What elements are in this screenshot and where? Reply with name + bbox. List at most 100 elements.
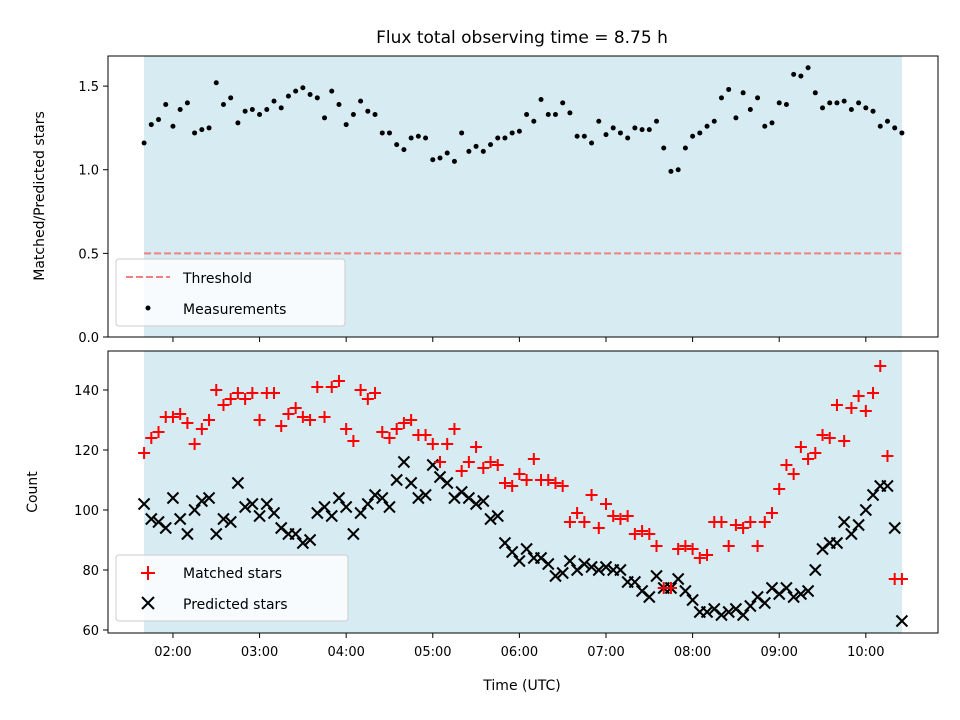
predicted-star-marker xyxy=(195,494,209,508)
predicted-star-marker xyxy=(390,473,403,487)
measurement-point xyxy=(278,105,284,111)
matched-star-marker xyxy=(188,438,201,450)
legend-bottom: Matched stars Predicted stars xyxy=(115,554,349,622)
x-tick-label: 10:00 xyxy=(847,645,884,660)
matched-star-marker xyxy=(722,540,735,552)
matched-star-marker xyxy=(166,411,179,423)
matched-star-marker xyxy=(874,360,887,372)
matched-star-marker xyxy=(390,423,403,435)
measurement-point xyxy=(560,100,566,106)
measurement-point xyxy=(783,102,789,108)
measurement-point xyxy=(192,130,198,136)
predicted-star-marker xyxy=(419,488,432,502)
measurement-point xyxy=(704,123,710,129)
predicted-star-marker xyxy=(173,512,187,526)
predicted-star-marker xyxy=(361,497,375,511)
measurement-point xyxy=(639,127,645,133)
matched-star-marker xyxy=(181,417,194,429)
measurement-point xyxy=(300,85,306,91)
x-tick-label: 06:00 xyxy=(501,645,538,660)
matched-star-marker xyxy=(217,399,230,411)
predicted-star-marker xyxy=(332,491,346,505)
chart-title: Flux total observing time = 8.75 h xyxy=(376,28,668,48)
measurement-point xyxy=(293,88,299,94)
x-tick-label: 05:00 xyxy=(414,645,451,660)
legend-measurements-label: Measurements xyxy=(183,302,286,318)
matched-star-marker xyxy=(628,528,641,540)
measurement-point xyxy=(675,167,681,173)
measurement-point xyxy=(206,125,212,131)
predicted-star-marker xyxy=(758,596,771,610)
predicted-star-marker xyxy=(224,515,237,529)
panel-ratio: 0.0 0.5 1.0 1.5 Matched/Predicted stars Thr… xyxy=(32,55,939,346)
matched-star-marker xyxy=(664,582,677,594)
predicted-star-markers xyxy=(137,455,909,628)
measurement-point xyxy=(603,132,609,138)
x-axis-ticks-top xyxy=(172,337,867,342)
measurement-point xyxy=(863,105,869,111)
predicted-star-marker xyxy=(722,605,735,619)
predicted-star-marker xyxy=(585,560,598,574)
matched-star-marker xyxy=(823,432,836,444)
matched-star-marker xyxy=(650,540,663,552)
predicted-star-marker xyxy=(217,512,230,526)
measurement-point xyxy=(668,168,674,174)
matched-star-marker xyxy=(758,516,771,528)
matched-star-marker xyxy=(253,414,266,426)
measurement-point xyxy=(733,115,739,121)
predicted-star-marker xyxy=(744,599,757,613)
matched-star-marker xyxy=(434,456,446,468)
measurement-point xyxy=(509,130,515,136)
predicted-star-marker xyxy=(441,476,454,490)
measurement-point xyxy=(884,118,890,124)
matched-star-marker xyxy=(470,441,483,453)
measurement-point xyxy=(610,125,616,131)
predicted-star-marker xyxy=(859,503,873,517)
predicted-star-marker xyxy=(845,527,858,541)
x-tick-label: 09:00 xyxy=(760,645,797,660)
measurement-point xyxy=(163,102,169,108)
measurement-point xyxy=(430,157,436,163)
predicted-star-marker xyxy=(715,608,728,622)
predicted-star-marker xyxy=(231,476,245,490)
matched-star-marker xyxy=(426,438,439,450)
measurement-point xyxy=(235,120,241,126)
measurement-point xyxy=(798,73,804,79)
predicted-star-marker xyxy=(267,506,281,520)
measurement-point xyxy=(257,112,263,118)
measurement-point xyxy=(697,130,703,136)
predicted-star-marker xyxy=(643,590,656,604)
matched-star-marker xyxy=(636,525,649,537)
measurement-point xyxy=(711,118,717,124)
matched-star-marker xyxy=(282,408,295,420)
measurement-point xyxy=(228,95,234,101)
matched-star-marker xyxy=(621,510,634,522)
measurement-point xyxy=(502,135,508,141)
predicted-star-marker xyxy=(181,527,194,541)
predicted-star-marker xyxy=(866,488,880,502)
predicted-star-marker xyxy=(202,491,216,505)
predicted-star-marker xyxy=(491,509,504,523)
matched-star-marker xyxy=(802,453,815,465)
measurement-point xyxy=(199,127,205,133)
x-axis-label: Time (UTC) xyxy=(482,678,560,694)
measurement-point xyxy=(877,123,883,129)
predicted-star-marker xyxy=(318,500,331,514)
measurement-point xyxy=(473,143,479,149)
matched-star-marker xyxy=(585,489,598,501)
measurement-point xyxy=(394,142,400,148)
measurement-point xyxy=(358,98,364,104)
predicted-star-marker xyxy=(794,587,808,601)
matched-star-marker xyxy=(484,456,497,468)
measurement-point xyxy=(516,128,522,134)
measurement-point xyxy=(271,98,277,104)
measurement-point xyxy=(386,130,392,136)
measurement-point xyxy=(451,158,457,164)
measurement-point xyxy=(574,133,580,139)
x-tick-label: 08:00 xyxy=(674,645,711,660)
measurement-point xyxy=(617,130,623,136)
y-axis-ticks-top: 0.0 0.5 1.0 1.5 xyxy=(78,80,108,346)
matched-star-marker xyxy=(231,387,244,399)
measurement-point xyxy=(589,140,595,146)
